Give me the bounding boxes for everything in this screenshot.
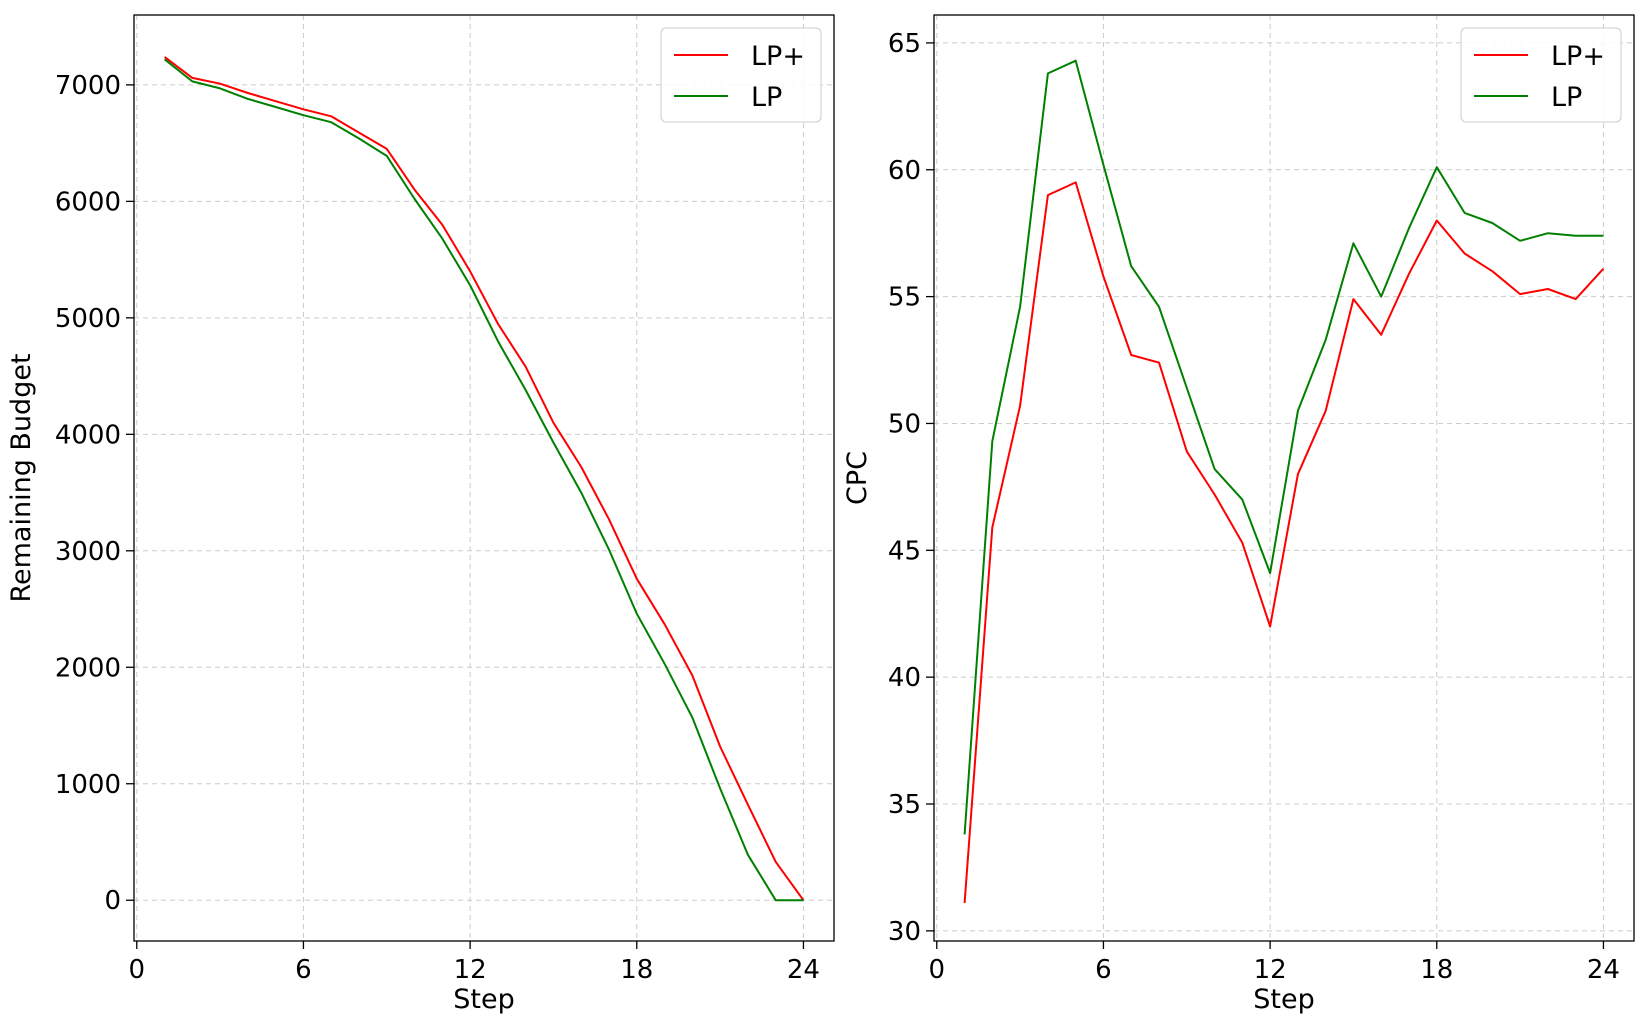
chart-cpc: 0 6 12 18 24 30 35 40 45 50 55 60 65 Step CPC LP+ LP (842, 14, 1635, 1015)
y-tick-label: 4000 (55, 420, 121, 450)
series-line-lp- (963, 181, 1605, 903)
legend-box (1460, 27, 1622, 123)
y-tick-label: 35 (888, 790, 921, 820)
legend: LP+ LP (1460, 27, 1622, 123)
x-tick-label: 6 (1095, 955, 1112, 985)
y-tick-label: 60 (888, 156, 921, 186)
x-tick-label: 12 (454, 955, 487, 985)
y-axis-label: CPC (842, 451, 873, 505)
x-tick-label: 18 (1420, 955, 1453, 985)
y-tick-label: 5000 (55, 304, 121, 334)
y-tick-label: 6000 (55, 187, 121, 217)
x-tick-label: 18 (620, 955, 653, 985)
x-tick-label: 0 (129, 955, 146, 985)
series-line-lp (163, 58, 804, 902)
x-tick-label: 6 (295, 955, 312, 985)
series-line-lp (963, 59, 1604, 835)
series-line-lp- (163, 56, 805, 901)
y-tick-label: 50 (888, 409, 921, 439)
x-axis-label: Step (1253, 984, 1314, 1015)
legend-box (660, 27, 822, 123)
y-tick-label: 2000 (55, 653, 121, 683)
legend-label: LP+ (1551, 41, 1605, 72)
plot-frame (133, 14, 835, 942)
y-tick-label: 0 (104, 886, 121, 916)
y-tick-label: 40 (888, 663, 921, 693)
chart-remaining-budget: 0 6 12 18 24 0 1000 2000 3000 4000 5000 6000 7000 Ste… (6, 14, 835, 1015)
plot-frame (933, 14, 1635, 942)
y-tick-label: 45 (888, 536, 921, 566)
y-tick-label: 1000 (55, 770, 121, 800)
y-tick-label: 65 (888, 29, 921, 59)
legend-label: LP (751, 82, 782, 113)
y-axis-label: Remaining Budget (6, 353, 37, 602)
legend: LP+ LP (660, 27, 822, 123)
x-tick-label: 0 (929, 955, 946, 985)
x-tick-label: 12 (1254, 955, 1287, 985)
y-tick-label: 30 (888, 917, 921, 947)
y-tick-label: 3000 (55, 537, 121, 567)
y-tick-label: 55 (888, 283, 921, 313)
legend-label: LP (1551, 82, 1582, 113)
x-axis-label: Step (453, 984, 514, 1015)
y-tick-label: 7000 (55, 71, 121, 101)
legend-label: LP+ (751, 41, 805, 72)
x-tick-label: 24 (787, 955, 820, 985)
x-tick-label: 24 (1587, 955, 1620, 985)
